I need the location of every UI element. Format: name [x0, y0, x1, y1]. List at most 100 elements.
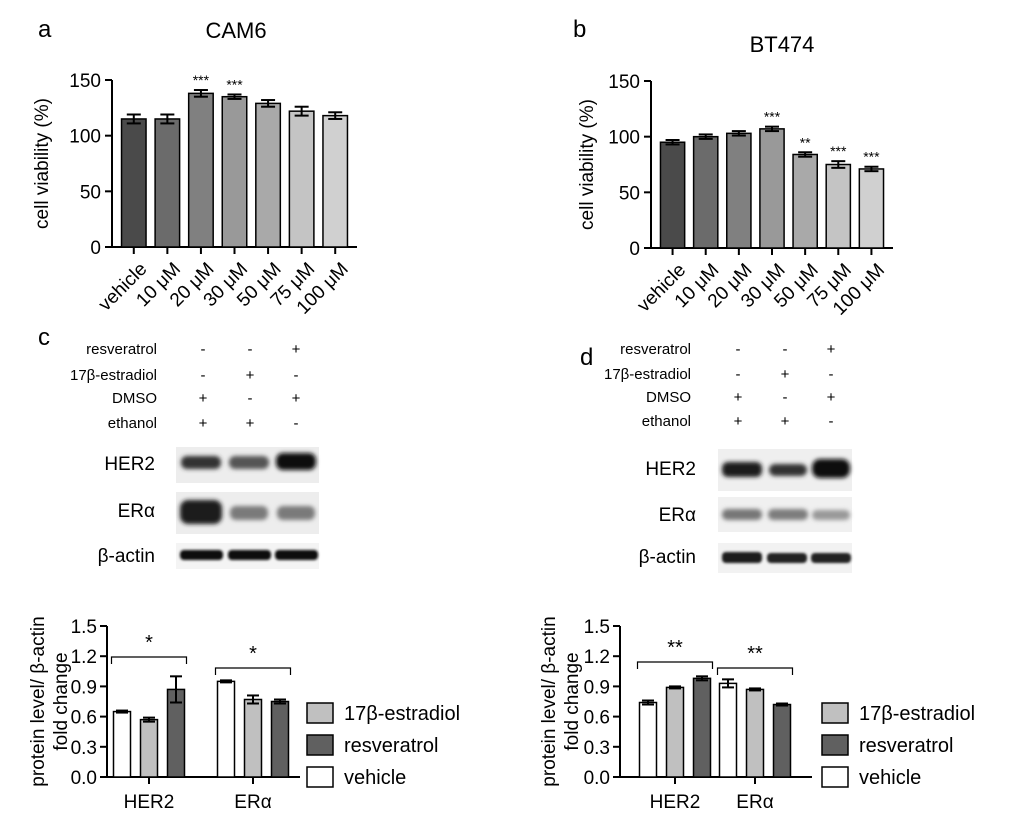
bar [187, 92, 214, 248]
treatment-mark: - [294, 415, 299, 432]
bar-vehicle [718, 682, 738, 778]
treatment-label: ethanol [642, 413, 691, 430]
treatment-table-c: resveratrol - - +17β-estradiol - + - DMSO + - + eth… [70, 341, 301, 432]
bar-estradiol [139, 718, 159, 778]
blot-label-actin: β-actin [98, 546, 155, 567]
blot-her2-d [718, 449, 852, 491]
treatment-mark: - [783, 389, 788, 406]
bar-estradiol [745, 688, 765, 778]
blot-label-era: ERα [118, 501, 155, 522]
y-axis-label: protein level/ β-actin fold change [28, 616, 72, 786]
legend-swatch [821, 766, 849, 788]
legend-swatch [821, 702, 849, 724]
legend-label: resveratrol [344, 735, 438, 757]
panel-letter-b: b [573, 16, 586, 43]
blot-era-d [718, 497, 852, 532]
blot-label-her2: HER2 [104, 454, 155, 475]
treatment-mark: - [736, 341, 741, 358]
significance-bracket [716, 667, 794, 675]
y-tick-label: 0 [629, 239, 640, 260]
treatment-mark: - [829, 366, 834, 383]
treatment-mark: - [201, 367, 206, 384]
treatment-mark: - [248, 390, 253, 407]
treatment-label: ethanol [108, 415, 157, 432]
y-tick-label: 50 [80, 182, 101, 203]
legend-label: 17β-estradiol [859, 703, 975, 725]
treatment-table-d: resveratrol - - +17β-estradiol - + - DMSO + - + eth… [604, 341, 836, 430]
significance-mark: ** [667, 637, 683, 659]
x-tick-label: ERα [234, 792, 271, 813]
legend-label: 17β-estradiol [344, 703, 460, 725]
treatment-mark: + [246, 367, 255, 384]
bar [120, 118, 147, 248]
bar [792, 153, 818, 249]
bar [221, 95, 248, 248]
significance-mark: *** [764, 109, 781, 125]
legend-label: vehicle [344, 767, 406, 789]
bar-estradiol [665, 686, 685, 778]
legend-swatch [306, 734, 334, 756]
y-axis-label: protein level/ β-actin fold change [539, 616, 583, 786]
significance-mark: *** [193, 72, 210, 88]
treatment-mark: - [736, 366, 741, 383]
y-tick-label: 0.3 [584, 738, 610, 759]
y-tick-label: 150 [69, 71, 101, 92]
blot-her2-c [176, 447, 319, 483]
y-tick-label: 100 [69, 127, 101, 148]
treatment-mark: + [246, 415, 255, 432]
bar [255, 102, 282, 248]
y-tick-label: 1.5 [584, 617, 610, 638]
treatment-mark: + [734, 413, 743, 430]
y-tick-label: 50 [619, 183, 640, 204]
significance-mark: * [145, 632, 153, 654]
y-tick-label: 0.3 [71, 738, 97, 759]
bar [322, 114, 349, 248]
y-tick-label: 0.6 [584, 708, 610, 729]
significance-mark: *** [830, 143, 847, 159]
treatment-mark: + [292, 341, 301, 358]
y-tick-label: 0.6 [71, 708, 97, 729]
western-blot-c: HER2 ERα β-actin [98, 447, 319, 569]
y-tick-label: 0.0 [71, 768, 97, 789]
treatment-mark: - [248, 341, 253, 358]
treatment-mark: + [781, 413, 790, 430]
blot-label-era: ERα [659, 505, 696, 526]
bar-resveratrol [270, 700, 290, 778]
y-axis-label: cell viability (%) [577, 99, 598, 230]
significance-mark: ** [747, 643, 763, 665]
y-tick-label: 1.2 [584, 647, 610, 668]
bar [154, 118, 181, 248]
treatment-mark: + [781, 366, 790, 383]
bar [858, 168, 885, 249]
bar [288, 110, 315, 248]
significance-mark: *** [226, 76, 243, 92]
legend-swatch [306, 702, 334, 724]
treatment-label: DMSO [646, 389, 691, 406]
treatment-label: resveratrol [86, 341, 157, 358]
bar-resveratrol [772, 703, 792, 778]
significance-mark: ** [800, 134, 811, 150]
blot-era-c [176, 492, 319, 534]
treatment-mark: - [783, 341, 788, 358]
significance-mark: * [249, 643, 257, 665]
y-tick-label: 150 [608, 72, 640, 93]
legend-label: resveratrol [859, 735, 953, 757]
y-axis-label: cell viability (%) [32, 98, 53, 229]
legend-swatch [821, 734, 849, 756]
bar-vehicle [112, 710, 132, 778]
bar [825, 163, 852, 249]
y-tick-label: 0.9 [584, 677, 610, 698]
blot-label-actin: β-actin [639, 547, 696, 568]
bar-estradiol [243, 698, 263, 778]
y-tick-label: 0.0 [584, 768, 610, 789]
x-tick-label: ERα [736, 792, 773, 813]
treatment-mark: - [201, 341, 206, 358]
x-tick-label: HER2 [650, 792, 701, 813]
treatment-mark: + [827, 389, 836, 406]
treatment-label: 17β-estradiol [70, 367, 157, 384]
treatment-mark: + [292, 390, 301, 407]
panel-letter-c: c [38, 324, 50, 351]
